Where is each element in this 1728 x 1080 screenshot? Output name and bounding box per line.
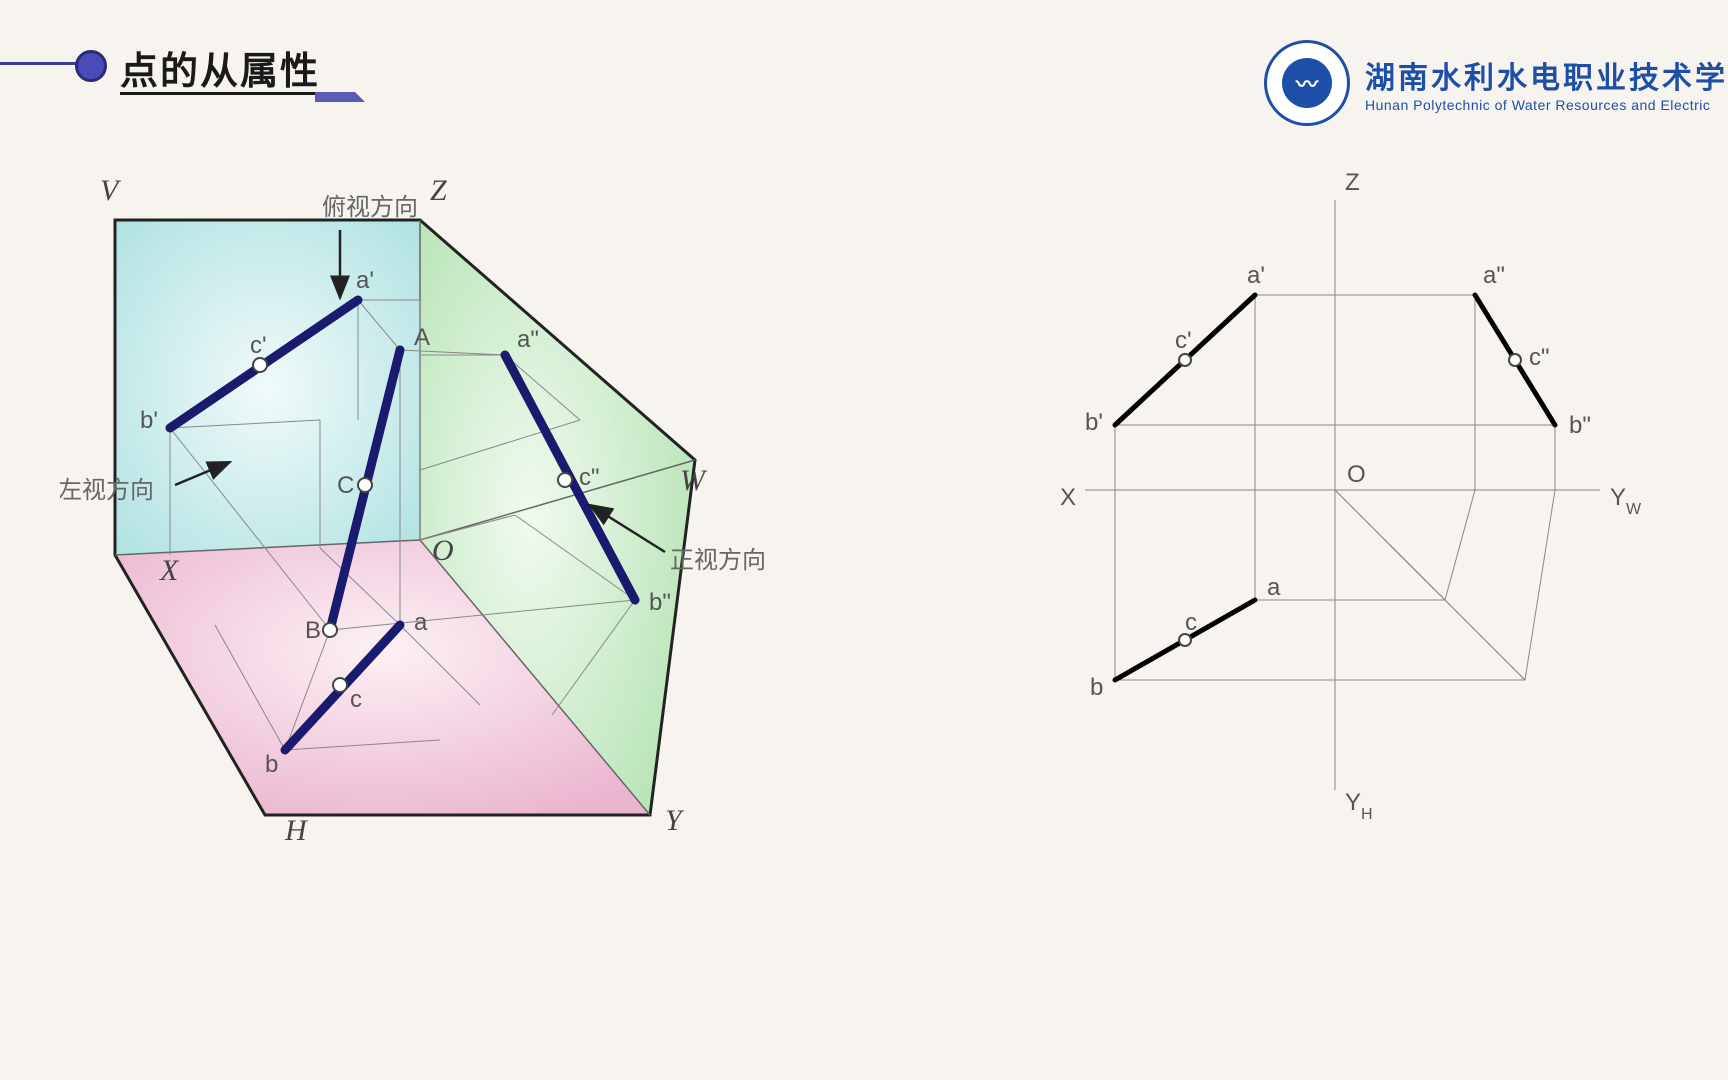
- svg-text:A: A: [414, 324, 430, 351]
- svg-text:YH: YH: [1345, 789, 1373, 823]
- svg-text:V: V: [100, 174, 122, 207]
- svg-text:B: B: [305, 617, 321, 644]
- svg-text:a: a: [1267, 574, 1281, 601]
- school-logo: 〰 湖南水利水电职业技术学 Hunan Polytechnic of Water…: [1264, 40, 1728, 126]
- svg-text:W: W: [680, 464, 708, 497]
- svg-text:Z: Z: [430, 174, 447, 207]
- svg-text:b': b': [140, 407, 158, 434]
- svg-text:c: c: [1185, 609, 1197, 636]
- svg-text:c': c': [250, 332, 267, 359]
- logo-glyph: 〰: [1282, 58, 1332, 108]
- svg-text:H: H: [284, 814, 309, 847]
- logo-cn-name: 湖南水利水电职业技术学: [1365, 53, 1728, 97]
- svg-text:b": b": [1569, 412, 1591, 439]
- svg-text:a": a": [517, 326, 539, 353]
- svg-text:Y: Y: [665, 804, 685, 837]
- logo-text-block: 湖南水利水电职业技术学 Hunan Polytechnic of Water R…: [1365, 53, 1728, 113]
- svg-text:b: b: [1090, 674, 1103, 701]
- page-title: 点的从属性: [120, 40, 320, 95]
- svg-text:X: X: [159, 554, 180, 587]
- logo-en-name: Hunan Polytechnic of Water Resources and…: [1365, 97, 1728, 113]
- svg-text:b: b: [265, 751, 278, 778]
- left-3d-diagram: A B Ca b c a' b' c' a" b" c" V Z W X H Y O 俯视方向左视方向正视方向: [60, 160, 810, 880]
- svg-text:C: C: [337, 472, 354, 499]
- svg-text:c: c: [350, 686, 362, 713]
- logo-badge-icon: 〰: [1264, 40, 1350, 126]
- svg-text:c": c": [1529, 344, 1550, 371]
- svg-text:c": c": [579, 464, 600, 491]
- title-arrow-icon: [315, 92, 365, 112]
- svg-text:c': c': [1175, 327, 1192, 354]
- svg-text:a': a': [356, 267, 374, 294]
- svg-text:俯视方向: 俯视方向: [322, 194, 418, 221]
- svg-text:左视方向: 左视方向: [60, 477, 154, 504]
- svg-text:O: O: [1347, 461, 1366, 488]
- svg-text:b': b': [1085, 409, 1103, 436]
- title-underline: [120, 92, 320, 95]
- svg-text:正视方向: 正视方向: [670, 547, 766, 574]
- svg-text:YW: YW: [1610, 484, 1642, 518]
- right-ortho-diagram: a' b' c' a" b" c" a b c Z X YW YH O: [1055, 170, 1655, 840]
- svg-text:O: O: [432, 534, 454, 567]
- header-accent-line: [0, 62, 80, 65]
- svg-text:b": b": [649, 589, 671, 616]
- header-dot-icon: [75, 50, 107, 82]
- svg-text:a: a: [414, 609, 428, 636]
- svg-text:a": a": [1483, 262, 1505, 289]
- svg-text:X: X: [1060, 484, 1076, 511]
- svg-text:Z: Z: [1345, 170, 1360, 196]
- svg-text:a': a': [1247, 262, 1265, 289]
